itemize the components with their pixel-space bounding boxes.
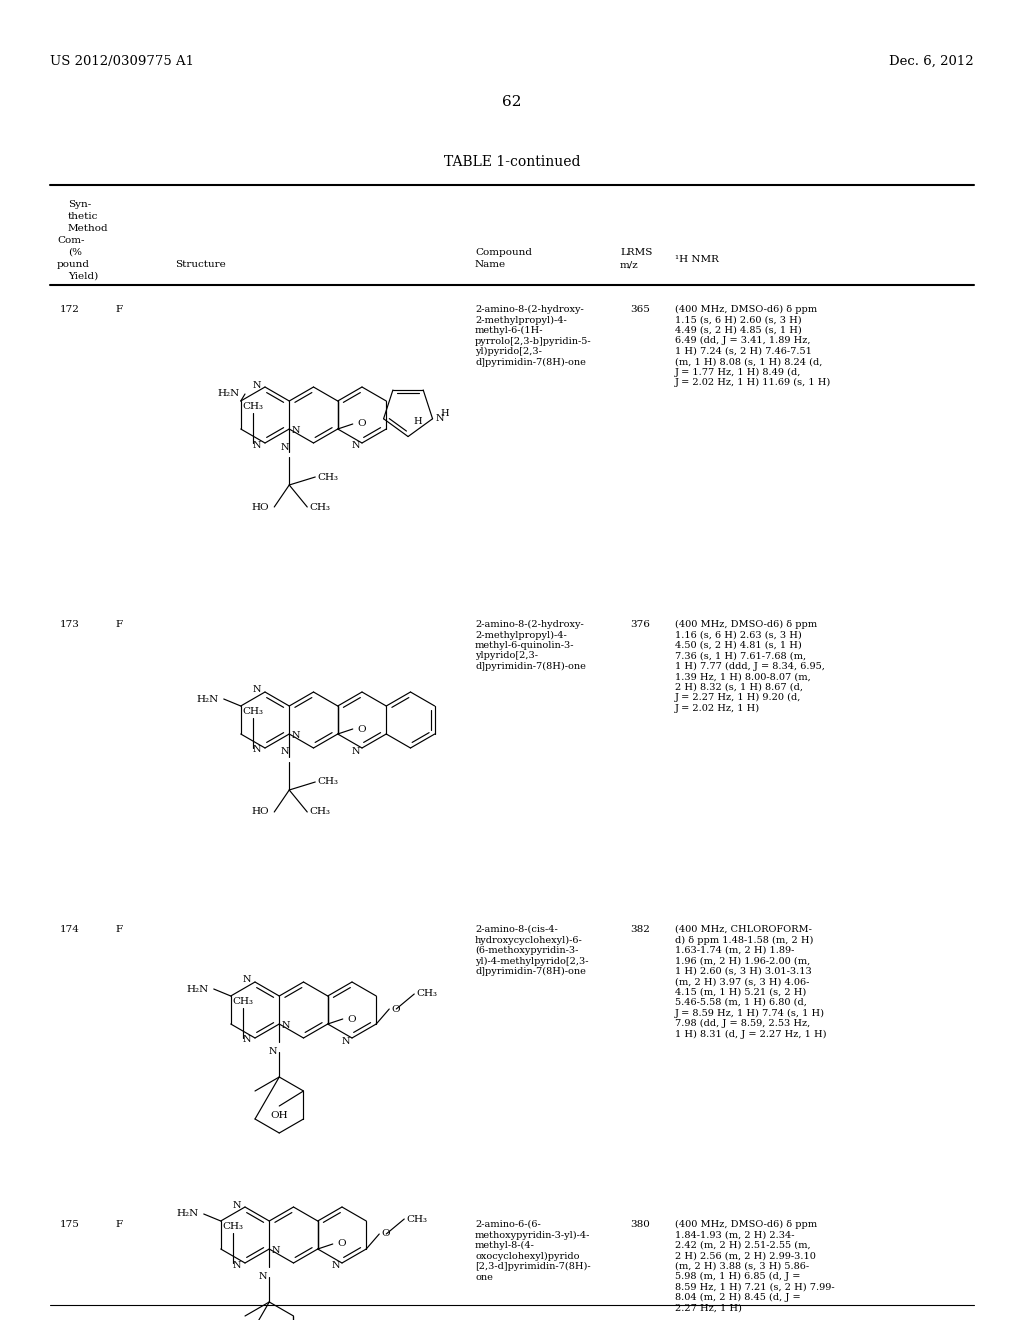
Text: (400 MHz, CHLOROFORM-
d) δ ppm 1.48-1.58 (m, 2 H)
1.63-1.74 (m, 2 H) 1.89-
1.96 : (400 MHz, CHLOROFORM- d) δ ppm 1.48-1.58… (675, 925, 826, 1039)
Text: 382: 382 (630, 925, 650, 935)
Text: 380: 380 (630, 1220, 650, 1229)
Text: 175: 175 (60, 1220, 80, 1229)
Text: N: N (253, 380, 261, 389)
Text: CH₃: CH₃ (317, 777, 338, 787)
Text: H: H (440, 409, 450, 418)
Text: N: N (351, 441, 360, 450)
Text: F: F (115, 1220, 122, 1229)
Text: 174: 174 (60, 925, 80, 935)
Text: N: N (259, 1272, 267, 1280)
Text: N: N (253, 746, 261, 755)
Text: 2-amino-8-(2-hydroxy-
2-methylpropyl)-4-
methyl-6-quinolin-3-
ylpyrido[2,3-
d]py: 2-amino-8-(2-hydroxy- 2-methylpropyl)-4-… (475, 620, 586, 671)
Text: N: N (253, 685, 261, 694)
Text: HO: HO (252, 808, 269, 817)
Text: N: N (243, 1035, 251, 1044)
Text: 62: 62 (502, 95, 522, 110)
Text: US 2012/0309775 A1: US 2012/0309775 A1 (50, 55, 194, 69)
Text: H₂N: H₂N (197, 694, 219, 704)
Text: H₂N: H₂N (176, 1209, 199, 1218)
Text: CH₃: CH₃ (309, 808, 331, 817)
Text: N: N (271, 1246, 280, 1255)
Text: O: O (357, 420, 367, 429)
Text: 2-amino-6-(6-
methoxypyridin-3-yl)-4-
methyl-8-(4-
oxocyclohexyl)pyrido
[2,3-d]p: 2-amino-6-(6- methoxypyridin-3-yl)-4- me… (475, 1220, 591, 1282)
Text: N: N (291, 426, 300, 436)
Text: H₂N: H₂N (218, 389, 240, 399)
Text: O: O (348, 1015, 356, 1023)
Text: N: N (281, 442, 290, 451)
Text: Com-: Com- (57, 236, 85, 246)
Text: Structure: Structure (175, 260, 225, 269)
Text: CH₃: CH₃ (416, 990, 437, 998)
Text: N: N (268, 1047, 278, 1056)
Text: N: N (282, 1020, 290, 1030)
Text: N: N (232, 1261, 241, 1270)
Text: H₂N: H₂N (186, 985, 209, 994)
Text: Syn-: Syn- (68, 201, 91, 209)
Text: N: N (243, 975, 251, 985)
Text: N: N (341, 1036, 350, 1045)
Text: N: N (351, 747, 360, 755)
Text: CH₃: CH₃ (309, 503, 331, 511)
Text: 173: 173 (60, 620, 80, 630)
Text: N: N (435, 413, 444, 422)
Text: 376: 376 (630, 620, 650, 630)
Text: N: N (291, 731, 300, 741)
Text: (400 MHz, DMSO-d6) δ ppm
1.16 (s, 6 H) 2.63 (s, 3 H)
4.50 (s, 2 H) 4.81 (s, 1 H): (400 MHz, DMSO-d6) δ ppm 1.16 (s, 6 H) 2… (675, 620, 825, 713)
Text: LRMS: LRMS (620, 248, 652, 257)
Text: OH: OH (270, 1111, 288, 1119)
Text: H: H (413, 417, 422, 426)
Text: 365: 365 (630, 305, 650, 314)
Text: O: O (381, 1229, 390, 1238)
Text: CH₃: CH₃ (407, 1214, 427, 1224)
Text: O: O (338, 1239, 346, 1249)
Text: O: O (357, 725, 367, 734)
Text: m/z: m/z (620, 260, 639, 269)
Text: F: F (115, 620, 122, 630)
Text: Yield): Yield) (68, 272, 98, 281)
Text: 2-amino-8-(cis-4-
hydroxycyclohexyl)-6-
(6-methoxypyridin-3-
yl)-4-methylpyrido[: 2-amino-8-(cis-4- hydroxycyclohexyl)-6- … (475, 925, 589, 977)
Text: N: N (332, 1262, 340, 1270)
Text: F: F (115, 305, 122, 314)
Text: N: N (253, 441, 261, 450)
Text: 2-amino-8-(2-hydroxy-
2-methylpropyl)-4-
methyl-6-(1H-
pyrrolo[2,3-b]pyridin-5-
: 2-amino-8-(2-hydroxy- 2-methylpropyl)-4-… (475, 305, 592, 367)
Text: N: N (232, 1200, 241, 1209)
Text: Compound: Compound (475, 248, 532, 257)
Text: CH₃: CH₃ (222, 1222, 244, 1232)
Text: (%: (% (68, 248, 82, 257)
Text: TABLE 1-continued: TABLE 1-continued (443, 154, 581, 169)
Text: (400 MHz, DMSO-d6) δ ppm
1.15 (s, 6 H) 2.60 (s, 3 H)
4.49 (s, 2 H) 4.85 (s, 1 H): (400 MHz, DMSO-d6) δ ppm 1.15 (s, 6 H) 2… (675, 305, 831, 387)
Text: (400 MHz, DMSO-d6) δ ppm
1.84-1.93 (m, 2 H) 2.34-
2.42 (m, 2 H) 2.51-2.55 (m,
2 : (400 MHz, DMSO-d6) δ ppm 1.84-1.93 (m, 2… (675, 1220, 835, 1312)
Text: ¹H NMR: ¹H NMR (675, 255, 719, 264)
Text: 172: 172 (60, 305, 80, 314)
Text: CH₃: CH₃ (317, 473, 338, 482)
Text: F: F (115, 925, 122, 935)
Text: N: N (281, 747, 290, 756)
Text: O: O (391, 1005, 399, 1014)
Text: Name: Name (475, 260, 506, 269)
Text: Method: Method (68, 224, 109, 234)
Text: CH₃: CH₃ (232, 997, 253, 1006)
Text: thetic: thetic (68, 213, 98, 220)
Text: HO: HO (252, 503, 269, 511)
Text: CH₃: CH₃ (243, 708, 263, 715)
Text: pound: pound (57, 260, 90, 269)
Text: Dec. 6, 2012: Dec. 6, 2012 (890, 55, 974, 69)
Text: CH₃: CH₃ (243, 403, 263, 411)
